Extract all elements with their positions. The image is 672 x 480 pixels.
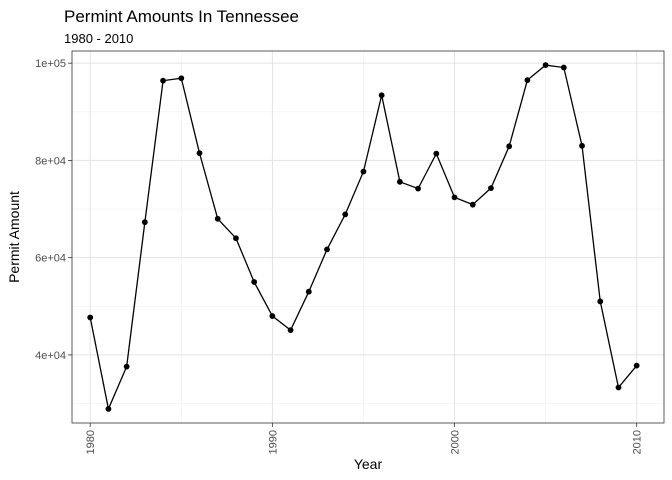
data-point <box>633 362 640 369</box>
minor-gridlines <box>72 51 664 423</box>
data-point <box>597 298 604 305</box>
data-point <box>160 77 166 84</box>
chart-subtitle: 1980 - 2010 <box>64 31 133 46</box>
data-point <box>196 150 203 157</box>
plot-border <box>71 50 665 424</box>
y-tick-label: 8e+04 <box>35 155 66 167</box>
data-point <box>615 384 622 391</box>
data-point <box>214 215 221 222</box>
data-point <box>123 363 130 370</box>
data-point <box>233 235 239 242</box>
x-tick-label: 2000 <box>450 430 462 454</box>
data-point <box>396 178 403 185</box>
data-point <box>451 194 458 201</box>
data-points <box>87 62 640 412</box>
data-point <box>579 142 585 149</box>
data-point <box>141 219 148 226</box>
x-axis-ticks: 1980 1990 2000 2010 <box>85 423 644 454</box>
x-axis-title: Year <box>354 456 383 472</box>
chart-title: Permint Amounts In Tennessee <box>64 7 299 26</box>
data-point <box>105 405 112 412</box>
plot-panel <box>72 51 664 423</box>
data-point <box>415 185 421 192</box>
data-point <box>287 327 294 334</box>
data-point <box>433 150 440 157</box>
y-tick-label: 4e+04 <box>35 350 66 362</box>
data-point <box>87 314 94 321</box>
data-point <box>469 201 476 208</box>
data-point <box>269 313 276 319</box>
x-tick-label: 1990 <box>267 430 279 454</box>
data-point <box>360 168 367 175</box>
data-point <box>378 92 385 99</box>
major-gridlines <box>72 51 664 423</box>
y-tick-label: 6e+04 <box>35 253 66 265</box>
data-point <box>488 185 494 192</box>
y-tick-label: 1e+05 <box>35 58 66 70</box>
x-tick-label: 1980 <box>85 430 97 454</box>
data-point <box>251 279 258 285</box>
y-axis-ticks: 4e+04 6e+04 8e+04 1e+05 <box>35 58 72 362</box>
data-point <box>324 246 330 253</box>
data-point <box>178 75 185 82</box>
data-point <box>524 77 531 84</box>
data-point <box>542 62 549 69</box>
data-point <box>342 211 349 218</box>
x-tick-label: 2010 <box>632 430 644 454</box>
y-axis-title: Permit Amount <box>6 191 22 283</box>
data-point <box>506 143 513 150</box>
data-point <box>560 64 567 71</box>
data-point <box>305 288 312 295</box>
